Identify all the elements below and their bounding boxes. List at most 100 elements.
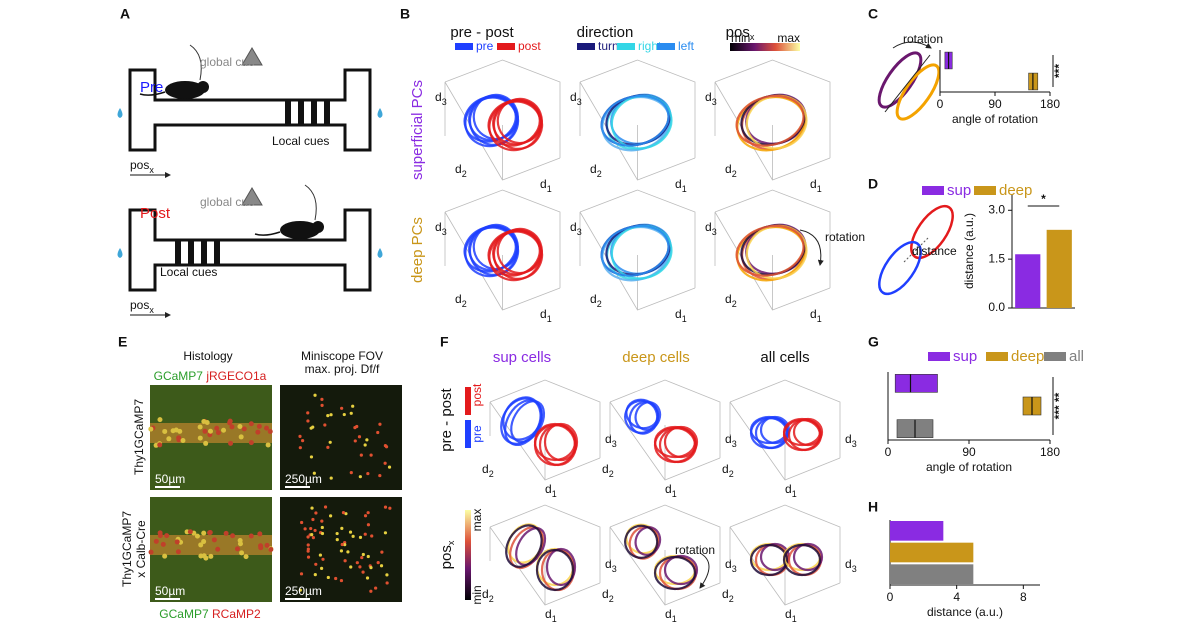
cell <box>344 512 348 516</box>
mouse-tail <box>139 91 166 96</box>
label: d1 <box>665 607 677 624</box>
cell <box>385 581 389 585</box>
cell <box>267 428 273 434</box>
label-sub: 2 <box>609 594 614 604</box>
local-cue <box>201 240 207 265</box>
plot-box <box>714 59 831 181</box>
plot-box <box>609 504 721 606</box>
cell <box>361 570 365 574</box>
cell <box>351 404 355 408</box>
cell <box>228 440 234 446</box>
label: d3 <box>570 90 582 107</box>
label: pre - post <box>438 387 455 451</box>
label-sub: 1 <box>682 184 687 194</box>
legend-bar <box>465 420 471 448</box>
colorbar <box>730 43 800 51</box>
cell <box>340 526 344 530</box>
cell <box>176 437 182 443</box>
cell <box>234 546 240 552</box>
cell <box>361 552 365 557</box>
label-main: d <box>540 307 547 321</box>
cell <box>313 528 317 533</box>
trajectory <box>653 426 697 464</box>
cell <box>201 530 207 536</box>
bar <box>890 542 974 563</box>
label: deep <box>999 182 1032 199</box>
label-main: d <box>725 292 732 306</box>
colorbar <box>465 510 471 600</box>
cell <box>374 586 378 590</box>
cell <box>309 455 314 459</box>
label: all cells <box>760 349 809 366</box>
label: Histology <box>183 349 232 363</box>
local-cue <box>298 100 304 125</box>
box <box>894 374 938 393</box>
cell <box>343 543 347 547</box>
label-sub: 1 <box>792 489 797 499</box>
label: d2 <box>455 162 467 179</box>
label-main: d <box>570 90 577 104</box>
label-sub: 3 <box>577 227 582 237</box>
label: d2 <box>590 162 602 179</box>
label-sub: 3 <box>732 439 737 449</box>
label-main: d <box>845 557 852 571</box>
mouse-tail <box>254 231 281 236</box>
legend-swatch <box>1044 352 1066 361</box>
label-sub: 1 <box>547 184 552 194</box>
label: 90 <box>988 97 1002 111</box>
label-sub: 3 <box>577 97 582 107</box>
cell <box>378 422 382 426</box>
label-main: d <box>665 607 672 621</box>
cell <box>341 511 346 515</box>
cell <box>248 421 254 427</box>
cell <box>318 553 323 557</box>
cell <box>175 549 181 555</box>
label-main: d <box>605 557 612 571</box>
label-sub: 3 <box>612 564 617 574</box>
label: 250µm <box>285 584 322 598</box>
trajectory <box>624 524 659 559</box>
trajectory <box>535 548 575 592</box>
label-main: pos <box>438 545 455 569</box>
schematic-distance <box>903 237 929 263</box>
cell <box>166 436 172 442</box>
stain-label: GCaMP7 jRGECO1a <box>154 369 267 383</box>
trajectory <box>653 555 697 591</box>
label-main: d <box>455 162 462 176</box>
cell <box>365 438 369 442</box>
cell <box>376 561 380 565</box>
cell <box>299 572 304 576</box>
label: post <box>470 383 484 406</box>
trajectory <box>505 524 543 568</box>
label: 0 <box>937 97 944 111</box>
cell <box>335 531 339 536</box>
label: d2 <box>725 292 737 309</box>
label-sub: 2 <box>609 469 614 479</box>
label-main: d <box>570 220 577 234</box>
label-sub: 1 <box>552 489 557 499</box>
label-main: d <box>675 307 682 321</box>
cell <box>223 530 229 536</box>
stain: GCaMP7 <box>159 607 209 621</box>
local-cue <box>214 240 220 265</box>
mouse <box>165 81 205 99</box>
label: distance (a.u.) <box>927 605 1003 619</box>
label: pre <box>476 39 494 53</box>
cell <box>342 412 346 417</box>
cell <box>306 411 310 415</box>
label: d3 <box>845 432 857 449</box>
trajectory <box>735 94 805 147</box>
label: Pre <box>140 79 163 96</box>
local-cue <box>311 100 317 125</box>
cell <box>328 440 332 444</box>
schematic <box>877 51 923 109</box>
cell <box>148 549 154 555</box>
label-main: d <box>602 587 609 601</box>
label-sub: 2 <box>729 469 734 479</box>
cell <box>320 531 325 536</box>
mouse-head <box>312 221 324 233</box>
label: min <box>731 31 750 45</box>
label: deep PCs <box>409 217 426 283</box>
label: rotation <box>825 230 865 244</box>
cell <box>369 453 373 457</box>
